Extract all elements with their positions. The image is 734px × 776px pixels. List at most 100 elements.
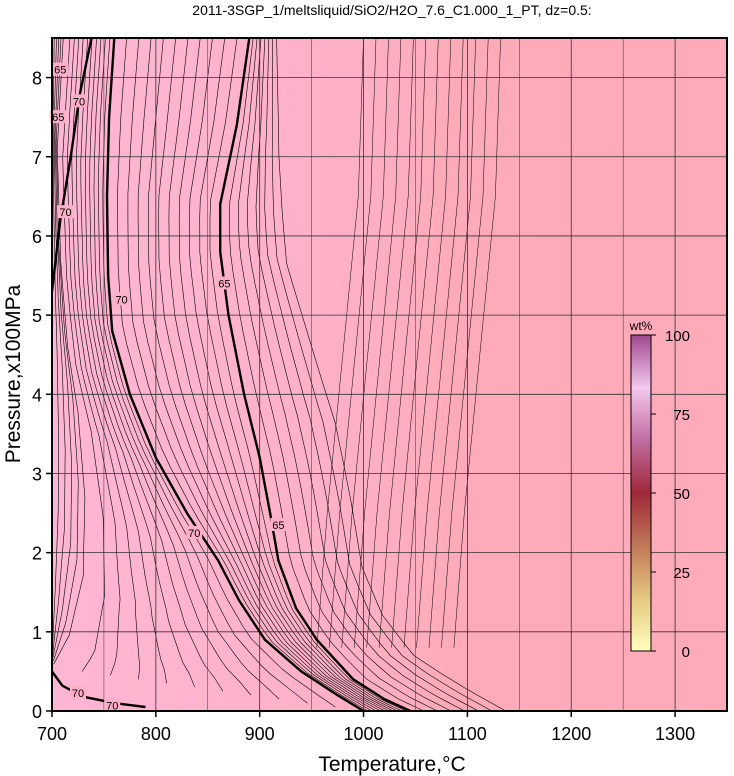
thin-contour bbox=[75, 38, 167, 684]
thin-contour bbox=[93, 38, 280, 700]
y-tick-label: 3 bbox=[32, 464, 42, 484]
bold-contour-lines bbox=[52, 38, 411, 711]
contour-label: 70 bbox=[115, 294, 127, 306]
y-tick-label: 4 bbox=[32, 385, 42, 405]
thin-contour bbox=[98, 38, 308, 704]
x-tick-label: 1100 bbox=[448, 724, 487, 744]
contour-label: 70 bbox=[59, 207, 71, 219]
thin-contour bbox=[137, 38, 377, 711]
x-tick-label: 900 bbox=[245, 724, 275, 744]
contour-labels: 70 65 70 65 70 70 65 65 70 70 bbox=[50, 62, 287, 712]
thin-contour bbox=[366, 38, 414, 648]
y-tick-label: 5 bbox=[32, 306, 42, 326]
y-tick-label: 6 bbox=[32, 227, 42, 247]
thin-contour bbox=[271, 38, 493, 711]
contour-label: 65 bbox=[52, 112, 64, 124]
y-axis-label: Pressure,x100MPa bbox=[2, 284, 25, 463]
contour-label: 65 bbox=[218, 278, 230, 290]
thin-contour bbox=[117, 38, 368, 711]
colorbar-ramp bbox=[630, 334, 652, 652]
contour-label-bg bbox=[216, 276, 233, 290]
thin-contour bbox=[353, 38, 402, 648]
y-tick-label: 1 bbox=[32, 623, 42, 643]
thin-contour bbox=[199, 38, 402, 711]
thin-contour bbox=[66, 38, 121, 676]
thin-contour bbox=[428, 38, 476, 648]
y-tick-label: 7 bbox=[32, 148, 42, 168]
x-tick-label: 1200 bbox=[551, 724, 591, 744]
x-axis-ticks: 700 800 900 1000 1100 1200 1300 bbox=[37, 711, 695, 744]
thin-contour bbox=[378, 38, 427, 648]
thin-contour bbox=[341, 38, 389, 648]
chart-title: 2011-3SGP_1/meltsliquid/SiO2/H2O_7.6_C1.… bbox=[192, 2, 591, 18]
y-tick-label: 8 bbox=[32, 69, 42, 89]
thin-contour bbox=[53, 38, 79, 661]
contour-label-bg bbox=[113, 292, 130, 306]
contour-label-bg bbox=[69, 685, 86, 699]
colorbar-tick-label: 75 bbox=[673, 407, 690, 424]
thin-contour bbox=[316, 38, 364, 648]
thin-contour bbox=[158, 38, 385, 711]
thin-contour bbox=[178, 38, 394, 711]
thin-contour bbox=[89, 38, 252, 696]
thin-contour bbox=[102, 38, 336, 708]
thin-contour bbox=[71, 38, 141, 680]
colorbar-unit: wt% bbox=[629, 319, 653, 333]
thin-contour bbox=[403, 38, 452, 648]
bold-contour-70 bbox=[105, 38, 365, 711]
contour-label-bg bbox=[104, 698, 121, 712]
bold-contour-65 bbox=[219, 38, 411, 711]
contour-label-bg bbox=[186, 525, 203, 539]
y-axis-ticks: 0 1 2 3 4 5 6 7 8 bbox=[32, 69, 52, 722]
thin-contour bbox=[276, 38, 506, 711]
colorbar-tick-label: 25 bbox=[673, 565, 690, 582]
thin-contour bbox=[148, 38, 381, 711]
thin-contour bbox=[255, 38, 465, 711]
contour-label: 65 bbox=[272, 520, 284, 532]
thin-contour bbox=[391, 38, 439, 648]
thin-contour bbox=[209, 38, 407, 711]
thin-contour bbox=[85, 38, 224, 692]
thin-contour bbox=[127, 38, 373, 711]
thin-contour bbox=[229, 38, 425, 711]
thin-contour bbox=[264, 38, 479, 711]
thin-contour bbox=[453, 38, 501, 648]
colorbar-tick-label: 100 bbox=[665, 328, 690, 345]
contour-label: 65 bbox=[54, 65, 66, 77]
thin-contour bbox=[238, 38, 438, 711]
contour-label-bg bbox=[270, 517, 287, 531]
x-tick-label: 800 bbox=[141, 724, 171, 744]
colorbar-tick-label: 50 bbox=[673, 486, 690, 503]
thin-contour bbox=[52, 38, 66, 655]
contour-label: 70 bbox=[106, 700, 118, 712]
colorbar-ticks: 0 25 50 75 100 bbox=[651, 328, 690, 661]
thin-contour bbox=[168, 38, 390, 711]
contour-label: 70 bbox=[188, 528, 200, 540]
y-tick-label: 0 bbox=[32, 702, 42, 722]
thin-contour bbox=[246, 38, 452, 711]
plot-frame bbox=[51, 37, 728, 712]
contour-label-bg bbox=[71, 94, 87, 108]
thin-contour bbox=[53, 38, 86, 665]
contour-label: 70 bbox=[73, 96, 85, 108]
y-tick-label: 2 bbox=[32, 544, 42, 564]
x-axis-label: Temperature,°C bbox=[318, 753, 465, 776]
contour-label-bg bbox=[52, 62, 69, 76]
thin-contour bbox=[52, 38, 73, 658]
x-tick-label: 1300 bbox=[655, 724, 695, 744]
contour-label-bg bbox=[50, 110, 67, 124]
x-tick-label: 700 bbox=[37, 724, 67, 744]
thin-contour bbox=[52, 38, 59, 652]
colorbar-tick-label: 0 bbox=[682, 644, 690, 661]
colorbar: wt% 0 25 50 75 100 bbox=[629, 319, 690, 661]
contour-label: 70 bbox=[72, 688, 84, 700]
plot-area bbox=[52, 38, 727, 711]
thin-contour bbox=[80, 38, 195, 688]
thin-contour bbox=[329, 38, 377, 648]
thin-contour bbox=[416, 38, 464, 648]
thin-contour bbox=[189, 38, 398, 711]
contour-label-bg bbox=[57, 205, 74, 219]
x-tick-label: 1000 bbox=[344, 724, 384, 744]
bold-contour-70 bbox=[52, 38, 93, 292]
